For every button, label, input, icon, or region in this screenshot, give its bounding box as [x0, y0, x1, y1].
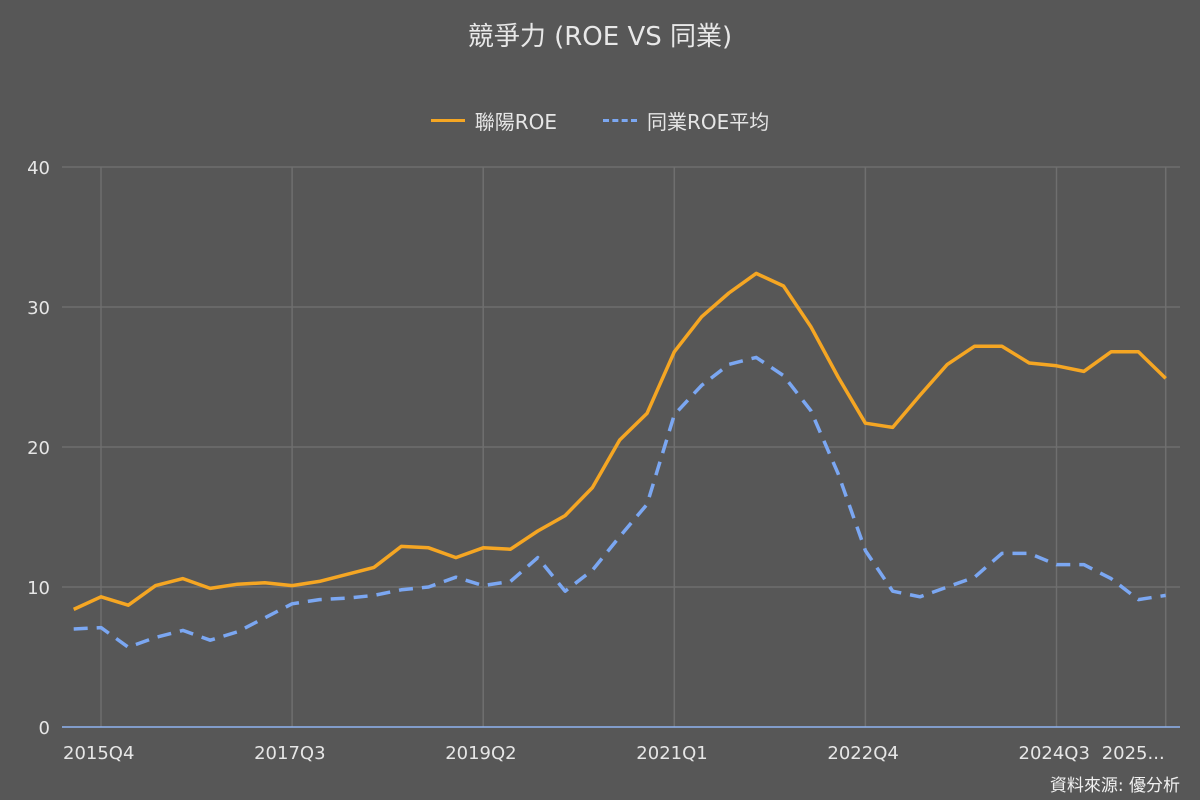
y-tick-label: 20 [27, 438, 50, 459]
legend-item-series-0: 聯陽ROE [430, 106, 557, 135]
legend-swatch [430, 119, 465, 122]
x-tick-label: 2017Q3 [254, 743, 325, 764]
legend-item-series-1: 同業ROE平均 [603, 106, 769, 135]
x-tick-label: 2019Q2 [445, 743, 516, 764]
source-note: 資料來源: 優分析 [1049, 776, 1180, 796]
x-tick-label: 2022Q4 [827, 743, 898, 764]
y-tick-label: 40 [27, 158, 50, 179]
x-tick-label: 2025... [1102, 743, 1165, 764]
legend-swatch [603, 119, 637, 122]
x-tick-label: 2015Q4 [63, 743, 134, 764]
x-tick-label: 2021Q1 [636, 743, 707, 764]
x-tick-label: 2024Q3 [1019, 743, 1090, 764]
legend-label: 同業ROE平均 [647, 110, 770, 134]
y-tick-label: 30 [27, 298, 50, 319]
series-line-0 [72, 271, 1167, 611]
series-line-1 [73, 355, 1166, 649]
y-tick-label: 0 [39, 718, 50, 739]
legend: 聯陽ROE 同業ROE平均 [0, 106, 1200, 135]
y-tick-label: 10 [27, 578, 50, 599]
legend-label: 聯陽ROE [474, 110, 557, 134]
chart-title: 競爭力 (ROE VS 同業) [467, 22, 733, 52]
